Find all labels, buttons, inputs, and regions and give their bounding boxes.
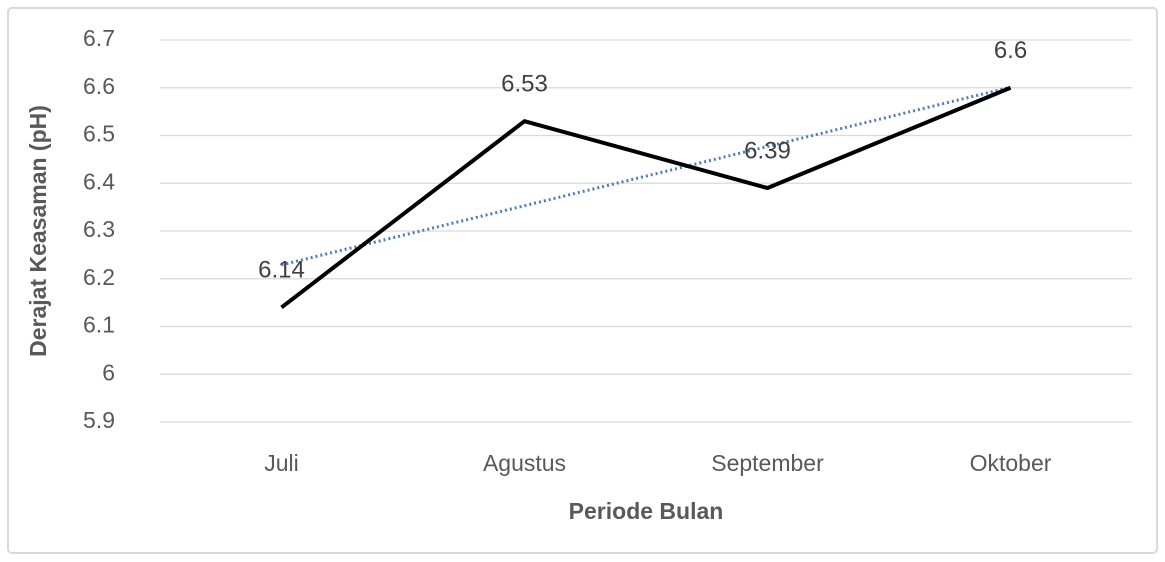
y-tick-label: 6.1: [83, 312, 115, 338]
x-tick-label: Juli: [264, 450, 299, 476]
y-tick-label: 6: [102, 359, 115, 385]
data-label: 6.39: [744, 137, 791, 164]
y-tick-label: 6.5: [83, 121, 115, 147]
data-line: [280, 85, 1012, 309]
y-tick-label: 5.9: [83, 407, 115, 433]
trendline: [281, 85, 1011, 267]
data-label: 6.6: [994, 37, 1027, 64]
y-tick-label: 6.7: [83, 25, 115, 51]
x-tick-label: Oktober: [970, 450, 1052, 476]
y-tick-label: 6.3: [83, 216, 115, 242]
data-label: 6.53: [501, 71, 548, 98]
y-tick-label: 6.2: [83, 264, 115, 290]
y-tick-label: 6.6: [83, 73, 115, 99]
data-label: 6.14: [258, 257, 305, 284]
x-axis-title: Periode Bulan: [569, 498, 724, 524]
x-tick-label: Agustus: [483, 450, 566, 476]
y-axis-title: Derajat Keasaman (pH): [25, 105, 51, 357]
y-tick-label: 6.4: [83, 168, 115, 194]
x-tick-label: September: [711, 450, 824, 476]
